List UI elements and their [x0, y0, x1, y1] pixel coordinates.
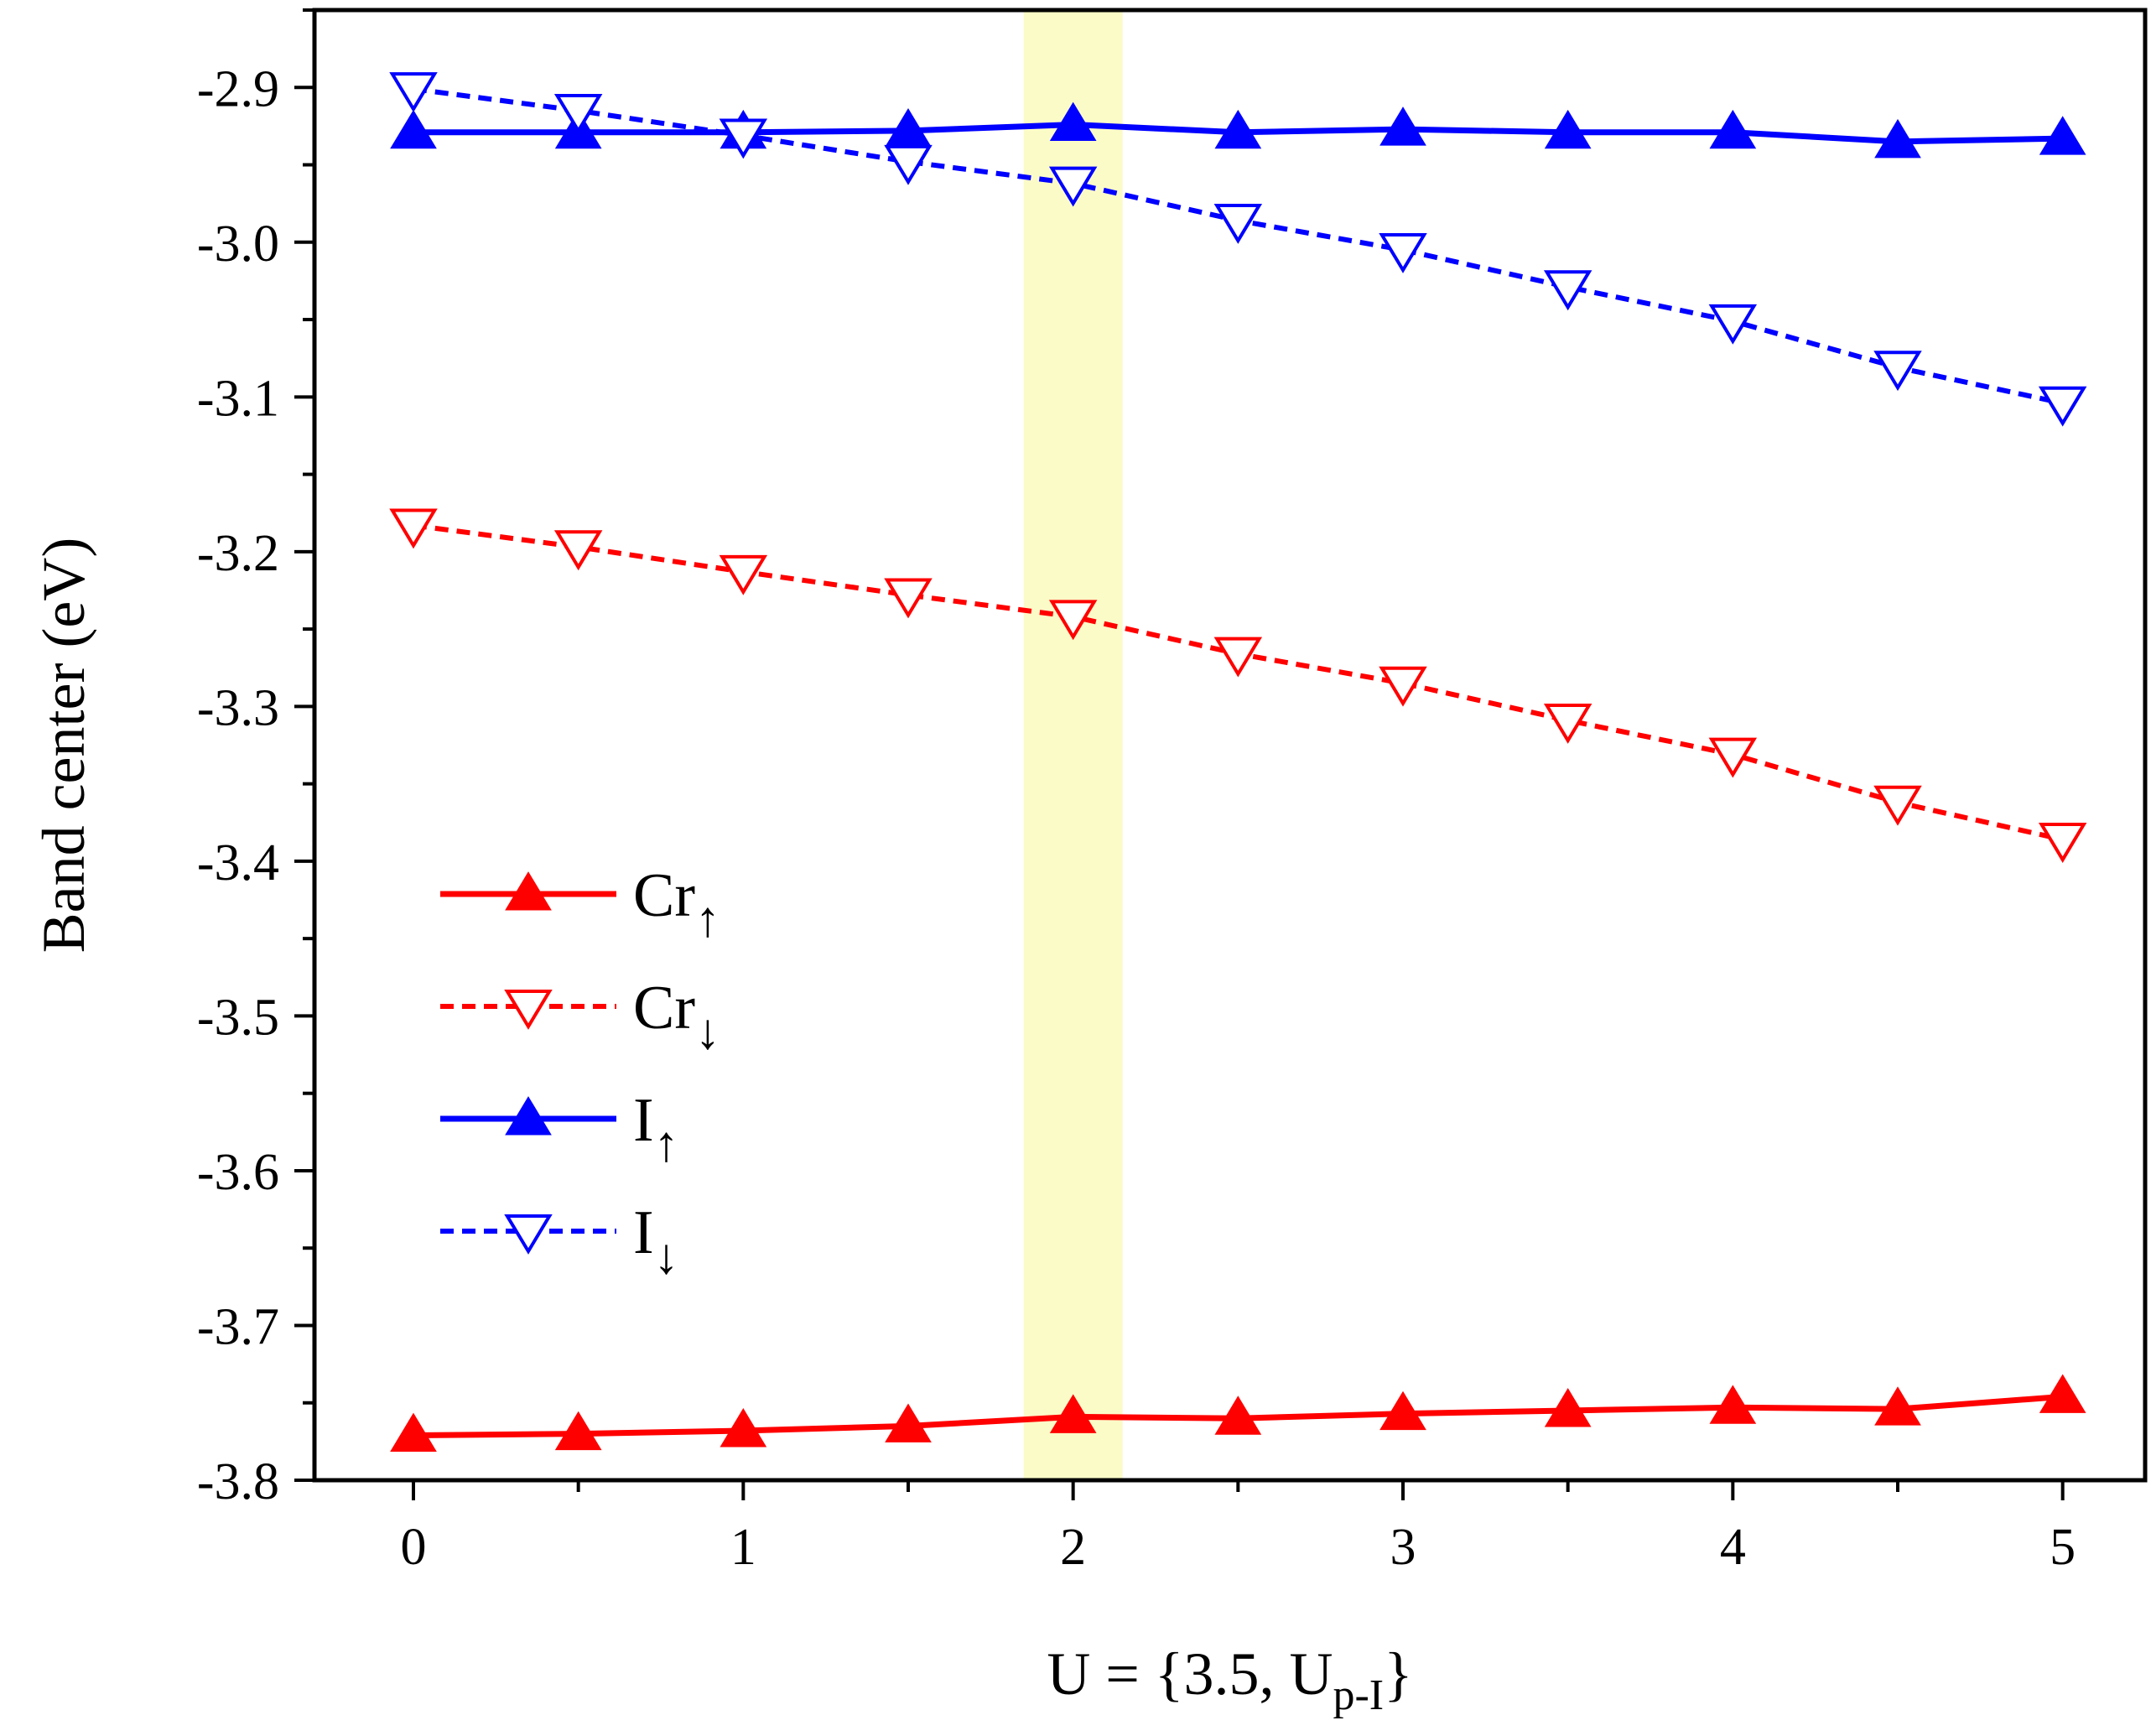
x-tick-label: 4	[1720, 1519, 1746, 1576]
data-point	[884, 578, 933, 619]
x-tick-label: 3	[1390, 1519, 1416, 1576]
y-tick-label: -3.2	[197, 525, 279, 582]
y-tick-label: -3.6	[197, 1144, 279, 1201]
data-point	[885, 1403, 932, 1442]
data-point	[1708, 737, 1758, 778]
y-tick-label: -3.5	[197, 989, 279, 1046]
data-point	[2038, 386, 2087, 427]
data-point	[1048, 600, 1098, 641]
y-tick-label: -3.3	[197, 679, 279, 736]
y-tick-label: -3.8	[197, 1453, 279, 1510]
legend-label: I↑	[633, 1086, 679, 1172]
series-cr-down	[389, 508, 2087, 863]
data-point	[1544, 1388, 1592, 1427]
data-point	[1048, 166, 1098, 207]
legend: Cr↑ Cr↓ I↑ I↓	[440, 861, 720, 1284]
data-point	[1049, 101, 1097, 142]
data-point	[1213, 637, 1263, 678]
y-tick-label: -3.1	[197, 370, 279, 427]
data-point	[1379, 233, 1427, 273]
data-point	[720, 1408, 767, 1448]
data-point	[1873, 351, 1922, 392]
legend-marker	[505, 871, 552, 911]
data-point	[553, 93, 603, 134]
data-point	[553, 530, 603, 571]
legend-label: I↓	[633, 1198, 679, 1284]
data-point	[884, 144, 933, 185]
x-tick-label: 2	[1060, 1519, 1086, 1576]
data-point	[1213, 203, 1263, 244]
legend-item: I↑	[440, 1086, 679, 1172]
legend-marker	[504, 990, 553, 1030]
x-tick-label: 1	[730, 1519, 756, 1576]
data-point	[389, 72, 438, 112]
data-point	[390, 1412, 437, 1452]
data-point	[1709, 109, 1757, 149]
data-point	[2039, 116, 2086, 155]
data-point	[719, 554, 768, 595]
data-point	[390, 109, 437, 149]
legend-marker	[504, 1214, 553, 1255]
data-point	[1214, 109, 1262, 149]
legend-label: Cr↑	[633, 861, 720, 947]
data-point	[2039, 1374, 2086, 1413]
legend-item: Cr↑	[440, 861, 720, 947]
data-point	[1379, 666, 1427, 707]
data-point	[389, 508, 438, 549]
data-point	[1379, 107, 1426, 146]
x-tick-label: 5	[2050, 1519, 2076, 1576]
x-axis-title: U = {3.5, Up-I}	[1047, 1640, 1412, 1719]
y-tick-label: -3.7	[197, 1298, 279, 1355]
data-point	[1544, 109, 1592, 149]
legend-label: Cr↓	[633, 974, 720, 1059]
y-tick-label: -3.4	[197, 834, 279, 891]
legend-marker	[505, 1096, 552, 1136]
data-point	[1874, 1386, 1921, 1426]
data-point	[1543, 703, 1592, 744]
data-point	[2038, 823, 2087, 863]
series-i-up	[390, 101, 2086, 159]
y-axis-title: Band center (eV)	[30, 538, 97, 954]
y-tick-label: -3.0	[197, 216, 279, 273]
y-tick-label: -2.9	[197, 60, 279, 117]
series-i-down	[389, 72, 2087, 427]
data-point	[1379, 1390, 1426, 1431]
data-point	[1873, 785, 1922, 826]
data-point	[1708, 304, 1758, 345]
data-point	[1543, 270, 1592, 311]
data-point	[719, 118, 768, 159]
plot-frame	[312, 8, 2148, 1483]
legend-item: I↓	[440, 1198, 679, 1284]
data-point	[1049, 1394, 1097, 1433]
series-cr-up	[390, 1374, 2086, 1452]
data-point	[1214, 1396, 1262, 1435]
legend-item: Cr↓	[440, 974, 720, 1059]
x-tick-label: 0	[401, 1519, 427, 1576]
data-point	[1709, 1385, 1757, 1424]
data-point	[1874, 118, 1921, 159]
highlight-band	[1023, 10, 1123, 1480]
data-point	[554, 1411, 602, 1451]
